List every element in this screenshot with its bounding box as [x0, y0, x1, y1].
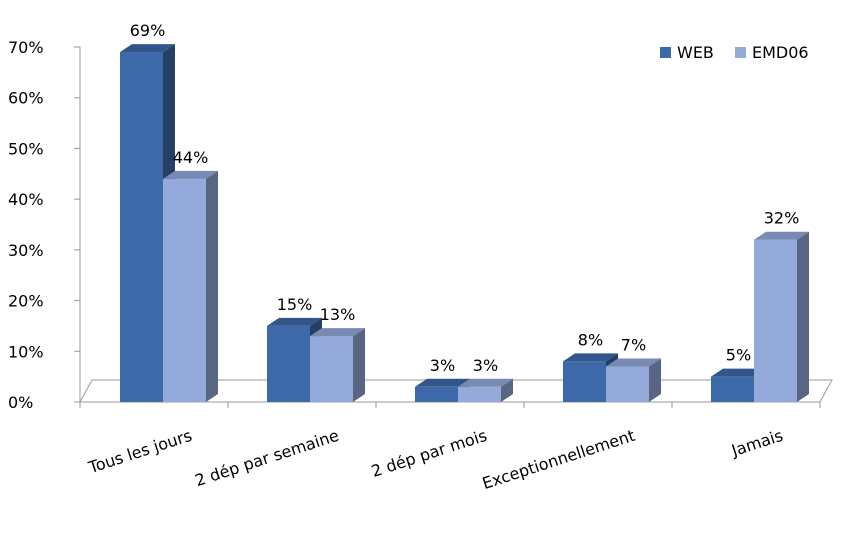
bar-side	[501, 378, 513, 402]
bar-front	[563, 361, 606, 402]
bar-emd06-2	[458, 378, 513, 402]
category-label-4: Jamais	[728, 426, 785, 461]
bar-emd06-0	[163, 170, 218, 402]
bar-front	[711, 376, 754, 402]
bar-top	[458, 378, 513, 387]
y-tick-label: 20%	[8, 292, 44, 311]
bar-front	[606, 366, 649, 402]
bar-side	[353, 328, 365, 402]
bar-front	[163, 178, 206, 402]
y-tick-label: 40%	[8, 190, 44, 209]
category-label-1: 2 dép par semaine	[193, 426, 342, 490]
bar-side	[797, 231, 809, 402]
bar-side	[206, 170, 218, 402]
y-tick-label: 60%	[8, 89, 44, 108]
bar-emd06-1	[310, 328, 365, 402]
bar-front	[267, 325, 310, 402]
bar-top	[163, 170, 218, 179]
y-tick-label: 0%	[8, 393, 33, 412]
bar-front	[754, 239, 797, 402]
bar-top	[563, 353, 618, 362]
y-tick-label: 50%	[8, 139, 44, 158]
bar-front	[310, 336, 353, 402]
category-label-3: Exceptionnellement	[480, 426, 637, 493]
y-tick-label: 30%	[8, 241, 44, 260]
bar-top	[267, 317, 322, 326]
data-label-web-3: 8%	[578, 330, 603, 349]
category-label-2: 2 dép par mois	[369, 426, 489, 481]
data-label-emd06-2: 3%	[473, 356, 498, 375]
data-label-web-0: 69%	[130, 21, 166, 40]
bar-top	[120, 44, 175, 53]
bar-top	[310, 328, 365, 337]
bar-emd06-4	[754, 231, 809, 402]
data-label-web-2: 3%	[430, 356, 455, 375]
bars	[120, 44, 809, 402]
bar-side	[649, 358, 661, 402]
legend-label-emd06: EMD06	[752, 43, 809, 62]
bar-front	[415, 386, 458, 402]
bar-top	[415, 378, 470, 387]
y-tick-label: 10%	[8, 342, 44, 361]
bar-front	[458, 386, 501, 402]
data-label-emd06-1: 13%	[320, 305, 356, 324]
legend-swatch-web	[660, 47, 671, 58]
category-label-0: Tous les jours	[85, 426, 194, 478]
legend: WEB EMD06	[660, 43, 809, 62]
data-label-web-4: 5%	[726, 346, 751, 365]
legend-label-web: WEB	[677, 43, 714, 62]
bar-top	[754, 231, 809, 240]
data-label-emd06-0: 44%	[173, 148, 209, 167]
bar-top	[711, 368, 766, 377]
data-labels: 69% 44% 15% 13% 3% 3% 8% 7% 5% 32%	[130, 21, 800, 375]
data-label-emd06-4: 32%	[764, 209, 800, 228]
y-tick-label: 70%	[8, 38, 44, 57]
data-label-emd06-3: 7%	[621, 336, 646, 355]
bar-emd06-3	[606, 358, 661, 402]
data-label-web-1: 15%	[277, 295, 313, 314]
legend-swatch-emd06	[735, 47, 746, 58]
bar-front	[120, 52, 163, 402]
bar-top	[606, 358, 661, 367]
